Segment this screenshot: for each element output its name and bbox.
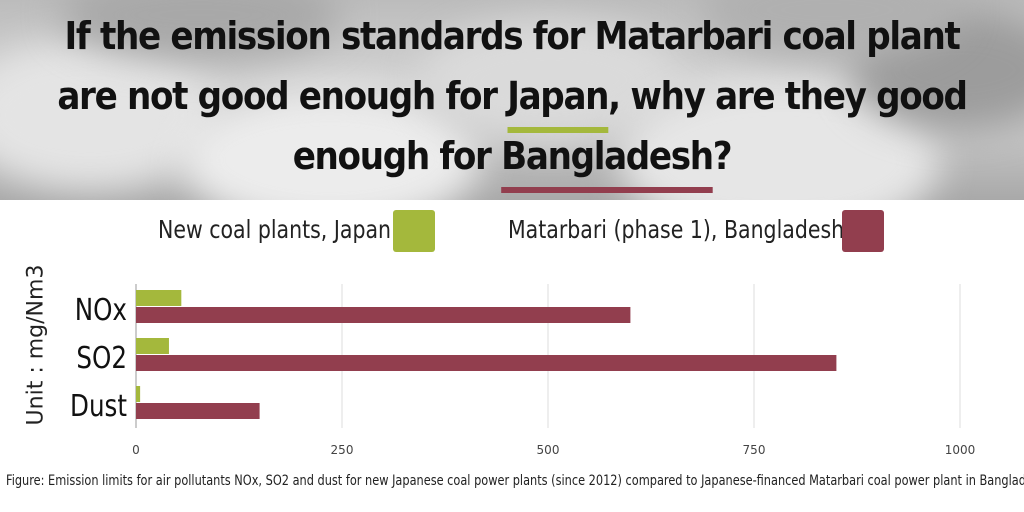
x-tick-label: 250 [331,443,354,457]
headline: If the emission standards for Matarbari … [51,6,973,193]
x-tick-label: 1000 [945,443,976,457]
bar-chart: 0 250 500 750 1000 NOx SO2 Dust [70,284,976,457]
bar-japan [136,338,169,354]
legend-label-bangladesh: Matarbari (phase 1), Bangladesh [508,214,845,244]
legend-item-bangladesh: Matarbari (phase 1), Bangladesh [508,206,918,252]
legend-label-japan: New coal plants, Japan [158,214,392,244]
category-label: NOx [75,294,127,328]
bar-bangladesh [136,403,260,419]
legend-swatch-bangladesh [842,210,884,252]
bar-japan [136,290,182,306]
bar-bangladesh [136,355,837,371]
x-tick-label: 0 [132,443,140,457]
category-label: SO2 [76,342,127,376]
chart-legend: New coal plants, Japan Matarbari (phase … [0,206,1024,256]
headline-text-3: ? [712,134,733,178]
headline-country-bangladesh: Bangladesh [501,126,714,193]
bar-bangladesh [136,307,631,323]
headline-country-japan: Japan [507,66,610,133]
category-label: Dust [70,390,127,424]
x-tick-label: 750 [743,443,766,457]
headline-text-1: If the emission standards for Matarbari … [57,14,960,118]
figure-caption: Figure: Emission limits for air pollutan… [6,473,1024,489]
headline-text-2: , why are they good enough for [292,74,968,178]
legend-swatch-japan [393,210,435,252]
x-tick-label: 500 [537,443,560,457]
legend-item-japan: New coal plants, Japan [158,206,442,252]
cloud-background-image: If the emission standards for Matarbari … [0,0,1024,200]
bar-japan [136,386,141,402]
